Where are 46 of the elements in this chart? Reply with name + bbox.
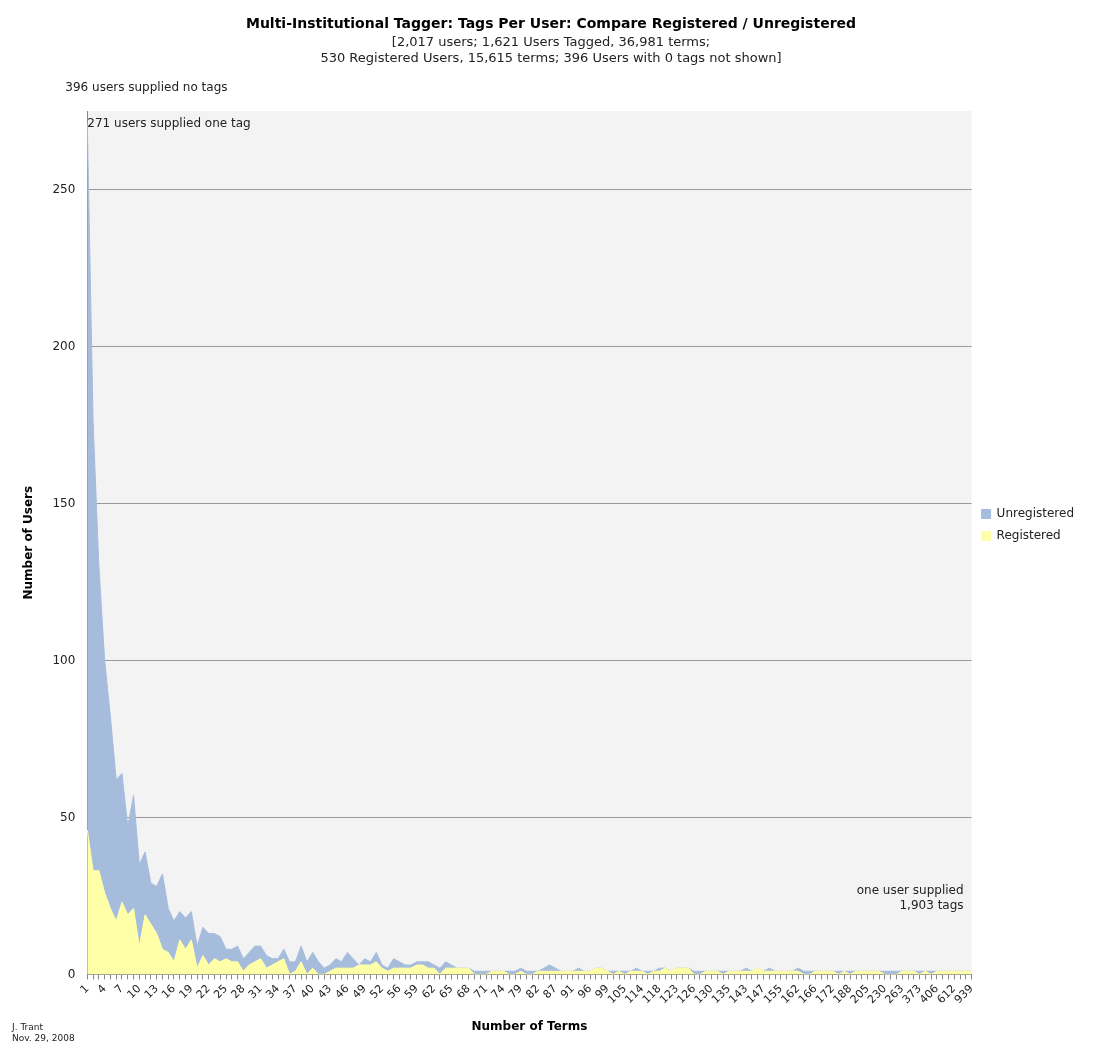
x-tick-label: 65 (436, 982, 456, 1002)
legend-label: Unregistered (996, 506, 1074, 521)
x-tick-label: 7 (111, 982, 127, 997)
y-tick-label: 50 (60, 809, 76, 824)
y-tick-label: 150 (52, 495, 76, 510)
x-tick-label: 79 (505, 982, 525, 1002)
x-tick-label: 82 (523, 982, 543, 1002)
legend-label: Registered (996, 528, 1061, 543)
x-tick-label: 46 (332, 982, 352, 1002)
y-tick-label: 0 (67, 966, 76, 981)
x-tick-label: 71 (471, 982, 491, 1002)
x-tick-label: 40 (297, 982, 317, 1002)
x-tick-label: 52 (367, 982, 387, 1002)
x-tick-label: 22 (193, 982, 213, 1002)
annotation: 271 users supplied one tag (87, 115, 251, 130)
x-tick-label: 43 (315, 982, 335, 1002)
y-tick-label: 100 (52, 652, 76, 667)
x-tick-label: 87 (540, 982, 560, 1002)
x-tick-label: 31 (245, 982, 265, 1002)
chart-title: Multi-Institutional Tagger: Tags Per User: Compare Registered / Unregistered (245, 15, 857, 32)
y-tick-label: 250 (52, 181, 76, 196)
x-tick-label: 1 (77, 982, 92, 997)
x-tick-label: 49 (349, 982, 369, 1002)
x-tick-label: 37 (280, 982, 300, 1002)
x-axis-title: Number of Terms (471, 1018, 588, 1033)
x-tick-label: 10 (124, 982, 144, 1002)
x-tick-label: 56 (384, 982, 404, 1002)
chart-subtitle: [2,017 users; 1,621 Users Tagged, 36,981 terms; 530 Registered Users, 15,615 terms; 396 Users with 0 tags not shown] (320, 33, 782, 65)
y-tick-label: 200 (52, 338, 76, 353)
x-tick-label: 28 (228, 982, 248, 1002)
x-tick-label: 68 (453, 982, 473, 1002)
x-tick-label: 19 (176, 982, 196, 1002)
x-tick-label: 25 (211, 982, 231, 1002)
x-tick-label: 13 (141, 982, 161, 1002)
text: 396 users supplied no tags (65, 80, 228, 94)
x-tick-label: 34 (263, 982, 283, 1002)
text: J. Trant Nov. 29, 2008 (11, 1022, 75, 1043)
x-tick-label: 96 (575, 982, 595, 1002)
y-axis-title: Number of Users (21, 485, 36, 600)
x-tick-label: 59 (401, 982, 421, 1002)
x-tick-label: 16 (159, 982, 179, 1002)
x-tick-label: 74 (488, 982, 508, 1002)
x-tick-label: 62 (419, 982, 439, 1002)
x-tick-label: 91 (557, 982, 577, 1002)
annotation: one user supplied 1,903 tags (856, 883, 964, 913)
x-tick-label: 4 (94, 982, 109, 997)
